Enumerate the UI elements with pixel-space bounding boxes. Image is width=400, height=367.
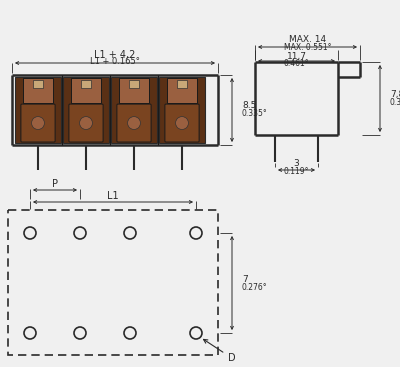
Text: 7,8: 7,8 — [390, 90, 400, 99]
Bar — [177, 80, 187, 88]
Bar — [63, 77, 109, 143]
Text: L1: L1 — [107, 191, 119, 201]
Text: 11,7: 11,7 — [286, 51, 306, 61]
Bar — [159, 77, 205, 143]
Text: L1 + 4,2: L1 + 4,2 — [94, 50, 136, 60]
Text: 3: 3 — [294, 159, 299, 167]
Bar — [119, 78, 149, 103]
Bar — [15, 77, 61, 143]
FancyBboxPatch shape — [69, 104, 103, 142]
Bar — [8, 210, 218, 355]
Text: 0.461°: 0.461° — [284, 59, 309, 69]
Text: 0.335°: 0.335° — [242, 109, 268, 119]
Text: L1 + 0.165°: L1 + 0.165° — [90, 58, 140, 66]
Circle shape — [128, 117, 140, 130]
FancyBboxPatch shape — [165, 104, 199, 142]
Text: MAX. 14: MAX. 14 — [289, 36, 326, 44]
Text: 0.276°: 0.276° — [242, 283, 268, 291]
Circle shape — [80, 117, 92, 130]
Text: MAX. 0.551°: MAX. 0.551° — [284, 43, 331, 51]
Circle shape — [32, 117, 44, 130]
Bar — [71, 78, 101, 103]
Circle shape — [176, 117, 188, 130]
Text: 0.119°: 0.119° — [284, 167, 309, 175]
Bar — [129, 80, 139, 88]
Bar — [33, 80, 43, 88]
Bar — [111, 77, 157, 143]
Bar — [23, 78, 53, 103]
Text: P: P — [52, 179, 58, 189]
Bar — [167, 78, 197, 103]
Text: D: D — [204, 339, 236, 363]
FancyBboxPatch shape — [117, 104, 151, 142]
FancyBboxPatch shape — [21, 104, 55, 142]
Text: 8.5: 8.5 — [242, 102, 256, 110]
Text: 0.305°: 0.305° — [390, 98, 400, 107]
Bar — [81, 80, 91, 88]
Text: 7: 7 — [242, 275, 248, 283]
